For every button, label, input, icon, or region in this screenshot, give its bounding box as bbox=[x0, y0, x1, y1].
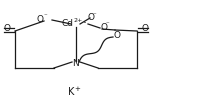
Text: ⁻: ⁻ bbox=[106, 21, 110, 27]
Text: K: K bbox=[68, 87, 74, 97]
Text: ⁻: ⁻ bbox=[93, 12, 97, 18]
Text: ⁻: ⁻ bbox=[44, 13, 48, 19]
Text: O: O bbox=[114, 32, 121, 40]
Text: ·: · bbox=[83, 18, 87, 30]
Text: O: O bbox=[3, 24, 10, 33]
Text: Cd: Cd bbox=[62, 19, 74, 28]
Text: O: O bbox=[142, 24, 149, 33]
Text: O: O bbox=[101, 22, 108, 32]
Text: 2+: 2+ bbox=[74, 18, 83, 22]
Text: O: O bbox=[37, 14, 44, 24]
Text: +: + bbox=[74, 86, 80, 92]
Text: O: O bbox=[88, 14, 95, 22]
Text: N: N bbox=[73, 60, 79, 68]
